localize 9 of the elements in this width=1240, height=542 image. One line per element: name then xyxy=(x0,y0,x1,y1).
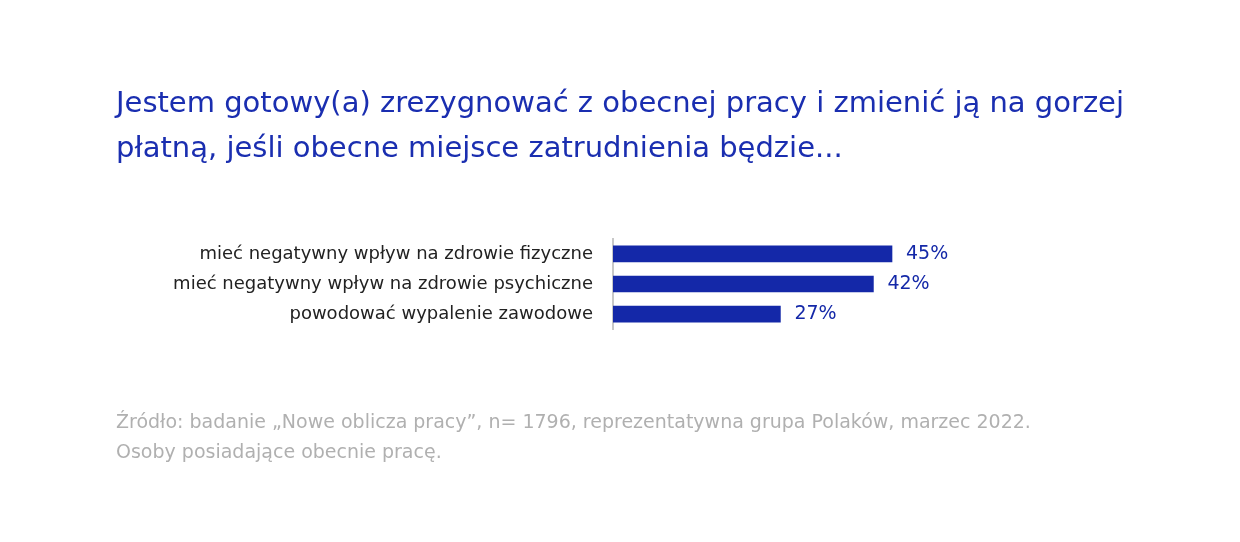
chart-title: Jestem gotowy(a) zrezygnować z obecnej pracy i zmienić ją na gorzej płatną, jeśli obecne miejsce zatrudnienia będzie... xyxy=(116,84,1126,166)
y-tick-label: powodować wypalenie zawodowe xyxy=(289,301,593,323)
data-label: 27% xyxy=(794,301,837,324)
text: Osoby posiadające obecnie pracę. xyxy=(116,439,443,464)
y-tick-label: mieć negatywny wpływ na zdrowie fizyczne xyxy=(199,241,593,263)
text: Źródło: badanie „Nowe oblicza pracy”, n= 1796, reprezentatywna grupa Polaków, marzec 2022. xyxy=(116,409,1031,434)
data-label: 42% xyxy=(887,270,930,293)
data-label: 45% xyxy=(906,240,949,263)
y-tick-label: mieć negatywny wpływ na zdrowie psychiczne xyxy=(173,271,593,293)
